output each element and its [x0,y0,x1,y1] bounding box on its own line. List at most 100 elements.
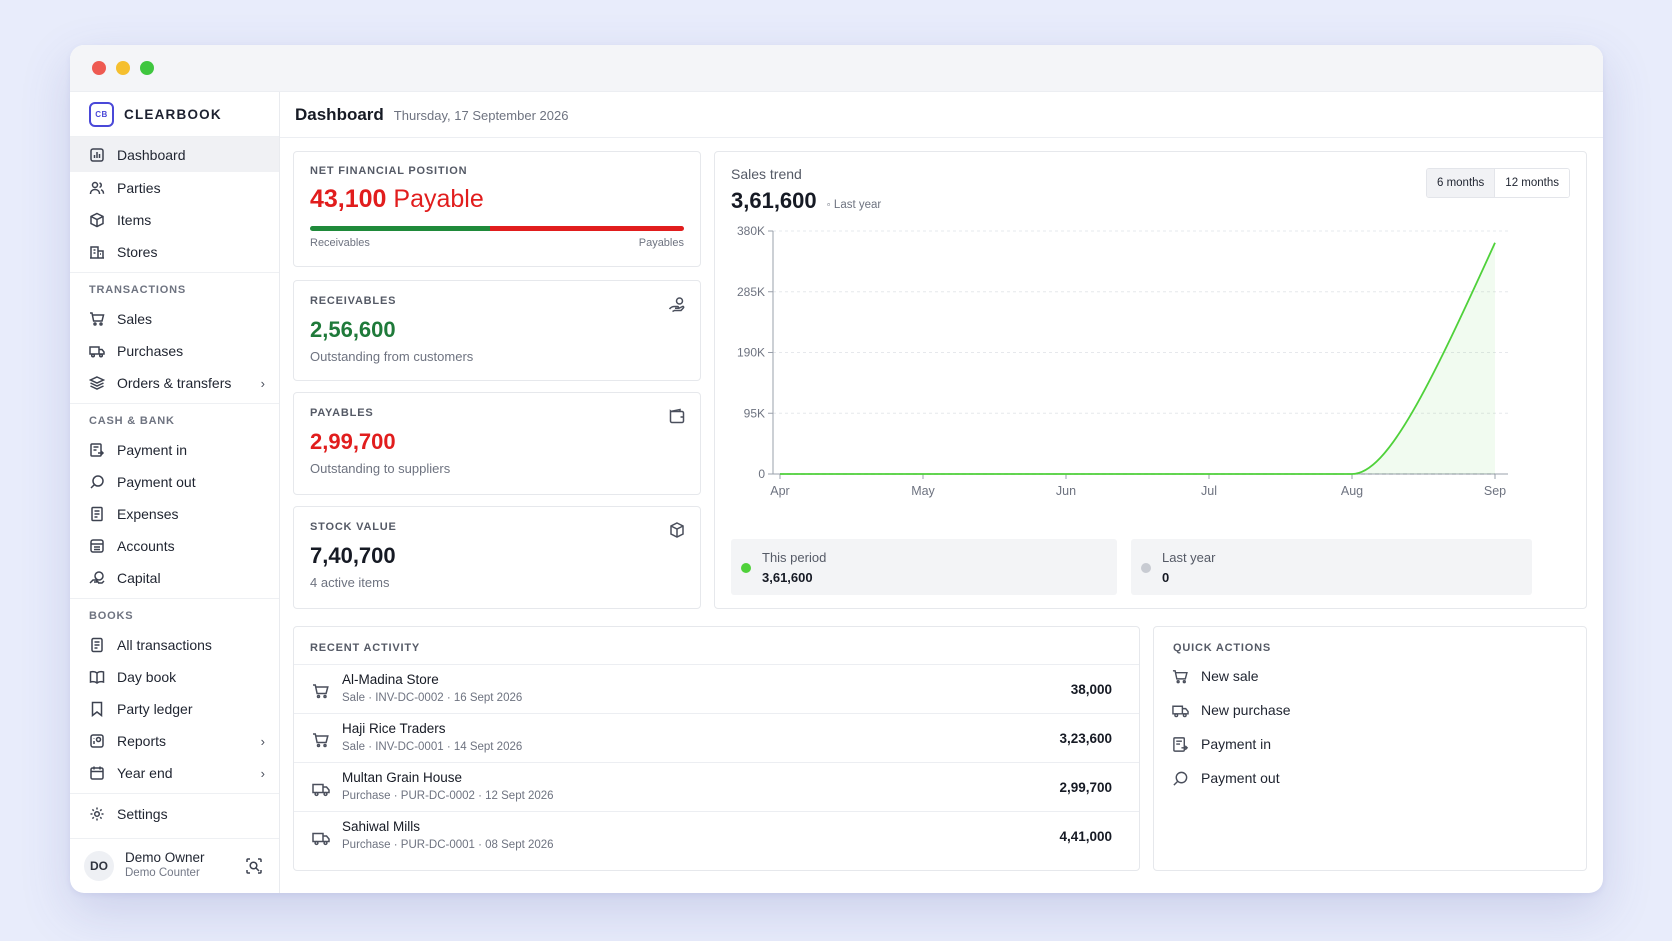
y-tick-label: 0 [758,467,765,481]
sidebar-item-items[interactable]: Items [70,204,279,236]
sidebar-item-payment-in[interactable]: Payment in [70,434,279,466]
payment-out-icon [89,474,105,490]
sidebar-item-all-transactions[interactable]: All transactions [70,629,279,661]
cart-icon [89,311,105,327]
sidebar-item-reports[interactable]: Reports › [70,725,279,757]
range-6-months-button[interactable]: 6 months [1426,169,1496,197]
quick-action-new-purchase[interactable]: New purchase [1154,693,1586,727]
quick-action-payment-in[interactable]: Payment in [1154,727,1586,761]
payables-card[interactable]: PAYABLES 2,99,700 Outstanding to supplie… [293,392,701,495]
sidebar-item-label: Payment in [117,442,188,458]
activity-amount: 3,23,600 [1059,731,1112,746]
truck-icon [89,343,105,359]
list-item[interactable]: Al-Madina Store Sale · INV-DC-0002 · 16 … [294,664,1139,713]
receivables-sub: Outstanding from customers [310,349,474,364]
net-position-value: 43,100 Payable [310,185,684,214]
legend-value: 0 [1162,570,1170,585]
sidebar-item-stores[interactable]: Stores [70,236,279,268]
payment-in-icon [89,442,105,458]
list-item[interactable]: Sahiwal Mills Purchase · PUR-DC-0001 · 0… [294,811,1139,860]
chevron-right-icon: › [260,733,265,749]
receivables-bar [310,226,490,231]
sidebar-item-party-ledger[interactable]: Party ledger [70,693,279,725]
close-window-button[interactable] [92,61,106,75]
sidebar-item-payment-out[interactable]: Payment out [70,466,279,498]
sidebar-item-purchases[interactable]: Purchases [70,335,279,367]
box-icon [89,212,105,228]
chevron-right-icon: › [260,375,265,391]
sidebar-item-settings[interactable]: Settings [70,798,279,830]
box-icon [668,521,686,539]
sidebar-item-label: Dashboard [117,146,186,163]
divider [70,793,279,794]
range-12-months-button[interactable]: 12 months [1495,169,1569,197]
sidebar-item-orders-transfers[interactable]: Orders & transfers › [70,367,279,399]
report-icon [89,733,105,749]
section-label-books: BOOKS [89,610,134,622]
legend-label: This period [762,550,827,565]
activity-meta: Purchase · PUR-DC-0001 · 08 Sept 2026 [342,839,554,851]
legend-value: 3,61,600 [762,570,813,585]
x-tick-label: Sep [1484,484,1506,498]
payment-out-icon [1173,771,1188,786]
truck-icon [1172,705,1189,717]
dashboard-icon [89,147,105,163]
gear-icon [89,806,105,822]
section-label-cash-bank: CASH & BANK [89,415,175,427]
calendar-icon [89,765,105,781]
sidebar-item-day-book[interactable]: Day book [70,661,279,693]
maximize-window-button[interactable] [140,61,154,75]
sales-trend-total: 3,61,600 [731,188,817,213]
card-label: NET FINANCIAL POSITION [310,165,468,177]
list-icon [89,637,105,653]
list-item[interactable]: Haji Rice Traders Sale · INV-DC-0001 · 1… [294,713,1139,762]
list-item[interactable]: Multan Grain House Purchase · PUR-DC-000… [294,762,1139,811]
page-title: Dashboard [295,104,384,124]
legend-dot [741,563,751,573]
quick-action-payment-out[interactable]: Payment out [1154,761,1586,795]
sidebar-item-label: All transactions [117,637,212,653]
sidebar-item-parties[interactable]: Parties [70,172,279,204]
user-role: Demo Counter [125,867,200,879]
divider [70,598,279,599]
minimize-window-button[interactable] [116,61,130,75]
sales-trend-card: Sales trend 3,61,600 ◦ Last year 6 month… [714,151,1587,609]
sidebar-border [279,92,280,893]
legend-this-period: This period 3,61,600 [731,539,1117,595]
switch-counter-icon[interactable] [243,855,265,877]
brand-header[interactable]: CB CLEARBOOK [70,92,279,137]
legend-dot [1141,563,1151,573]
sidebar-item-accounts[interactable]: Accounts [70,530,279,562]
sidebar-item-label: Parties [117,180,161,196]
activity-amount: 4,41,000 [1059,829,1112,844]
receivables-card[interactable]: RECEIVABLES 2,56,600 Outstanding from cu… [293,280,701,381]
activity-name: Haji Rice Traders [342,721,446,736]
brand-logo: CB [89,101,114,127]
book-icon [89,669,105,685]
x-tick-label: May [911,484,935,498]
recent-activity-card: RECENT ACTIVITY Al-Madina Store Sale · I… [293,626,1140,871]
page-date: Thursday, 17 September 2026 [393,108,569,123]
activity-amount: 38,000 [1070,682,1112,697]
bank-icon [89,538,105,554]
truck-icon [312,780,330,798]
sidebar-item-label: Purchases [117,343,184,359]
quick-action-new-sale[interactable]: New sale [1154,659,1586,693]
user-profile[interactable]: DO Demo Owner Demo Counter [70,838,279,893]
sidebar-item-label: Capital [117,570,161,586]
sidebar-item-dashboard[interactable]: Dashboard [70,137,279,172]
avatar: DO [84,851,114,881]
stock-value-card[interactable]: STOCK VALUE 7,40,700 4 active items [293,506,701,609]
quick-action-label: New sale [1201,668,1259,684]
sidebar-item-capital[interactable]: Capital [70,562,279,594]
layers-icon [89,375,105,391]
quick-action-label: Payment in [1201,736,1272,752]
wallet-icon [668,407,686,425]
activity-name: Al-Madina Store [342,672,439,687]
receipt-icon [89,506,105,522]
sidebar-item-sales[interactable]: Sales [70,303,279,335]
sidebar-item-year-end[interactable]: Year end › [70,757,279,789]
sidebar-item-expenses[interactable]: Expenses [70,498,279,530]
page-header: Dashboard Thursday, 17 September 2026 [280,92,1603,138]
sales-trend-chart: 380K 285K 190K 95K 0 Apr May Jun Jul Aug Sep [737,224,1508,498]
